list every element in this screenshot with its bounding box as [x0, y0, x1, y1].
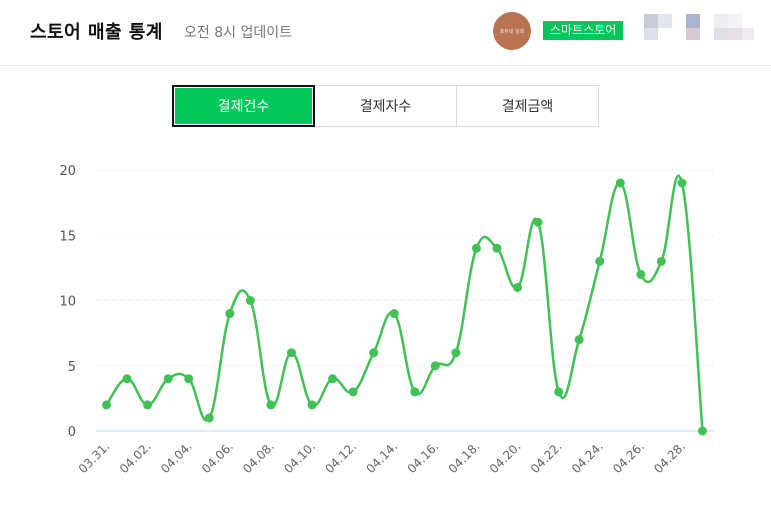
x-tick-label: 04.22. [528, 439, 565, 476]
data-point [574, 335, 584, 345]
x-tick-label: 04.20. [487, 439, 524, 476]
data-point [656, 256, 666, 266]
data-point [143, 400, 153, 410]
data-point [410, 387, 420, 397]
x-tick-label: 04.28. [651, 439, 688, 476]
tab-payment-count[interactable]: 결제건수 [172, 85, 315, 127]
data-point [122, 374, 132, 384]
tab-payer-count[interactable]: 결제자수 [314, 85, 457, 127]
avatar-logo-text: 호두네 상회 [499, 28, 525, 35]
y-tick-label: 0 [68, 425, 76, 440]
y-tick-label: 20 [59, 164, 76, 179]
data-point [595, 256, 605, 266]
series-line [105, 174, 704, 432]
data-point [328, 374, 338, 384]
y-tick-label: 15 [59, 229, 76, 244]
data-point [102, 400, 111, 410]
store-avatar[interactable]: 호두네 상회 [493, 12, 531, 50]
data-point [677, 178, 687, 188]
data-point [266, 400, 276, 410]
data-point [492, 243, 502, 253]
data-point [554, 387, 564, 397]
y-tick-label: 10 [59, 295, 76, 310]
data-point [369, 348, 379, 358]
x-tick-label: 04.24. [569, 439, 606, 476]
data-point [698, 426, 707, 436]
data-point [307, 400, 317, 410]
smartstore-badge[interactable]: 스마트스토어 [543, 21, 624, 40]
x-tick-label: 04.26. [610, 439, 647, 476]
data-point [225, 309, 235, 319]
x-tick-label: 04.04. [158, 439, 195, 476]
data-point [163, 374, 173, 384]
data-point [471, 243, 481, 253]
data-point [636, 269, 646, 279]
tab-payment-amount[interactable]: 결제금액 [456, 85, 599, 127]
header-bar: 스토어 매출 통계 오전 8시 업데이트 호두네 상회 스마트스토어 [0, 0, 771, 66]
metric-tabs: 결제건수 결제자수 결제금액 [172, 85, 599, 127]
update-time-label: 오전 8시 업데이트 [184, 25, 292, 41]
x-tick-label: 03.31. [76, 439, 113, 476]
data-point [430, 361, 440, 371]
data-point [513, 282, 523, 292]
data-point [184, 374, 194, 384]
x-tick-label: 04.10. [281, 439, 318, 476]
data-point [286, 348, 296, 358]
data-point [451, 348, 461, 358]
data-point [348, 387, 358, 397]
x-tick-label: 04.18. [446, 439, 483, 476]
data-point [615, 178, 625, 188]
x-tick-label: 04.16. [405, 439, 442, 476]
data-point [533, 217, 543, 227]
x-tick-label: 04.06. [199, 439, 236, 476]
page-title: 스토어 매출 통계 [30, 22, 163, 43]
y-tick-label: 5 [68, 360, 76, 375]
x-tick-label: 04.12. [322, 439, 359, 476]
data-point [245, 296, 255, 305]
x-tick-label: 04.14. [363, 439, 400, 476]
x-tick-label: 04.02. [117, 439, 154, 476]
data-point [389, 309, 399, 319]
data-point [204, 413, 214, 423]
x-tick-label: 04.08. [240, 439, 277, 476]
